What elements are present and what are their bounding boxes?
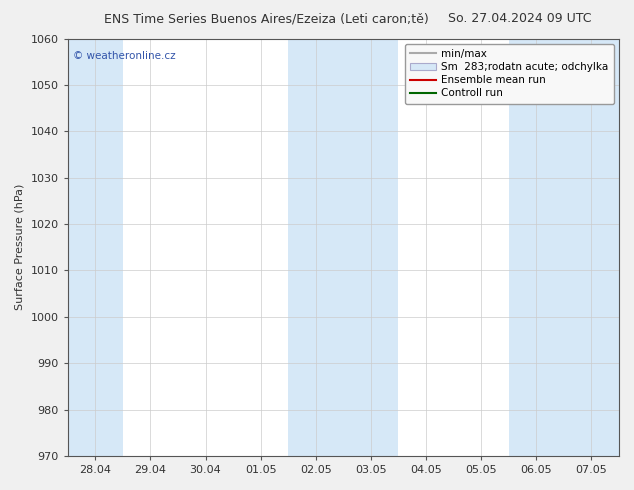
Text: © weatheronline.cz: © weatheronline.cz	[73, 51, 176, 61]
Text: So. 27.04.2024 09 UTC: So. 27.04.2024 09 UTC	[448, 12, 592, 25]
Bar	[68, 39, 123, 456]
Bar	[288, 39, 399, 456]
Bar	[508, 39, 619, 456]
Legend: min/max, Sm  283;rodatn acute; odchylka, Ensemble mean run, Controll run: min/max, Sm 283;rodatn acute; odchylka, …	[405, 44, 614, 103]
Y-axis label: Surface Pressure (hPa): Surface Pressure (hPa)	[15, 184, 25, 311]
Text: ENS Time Series Buenos Aires/Ezeiza (Leti caron;tě): ENS Time Series Buenos Aires/Ezeiza (Let…	[104, 12, 429, 25]
